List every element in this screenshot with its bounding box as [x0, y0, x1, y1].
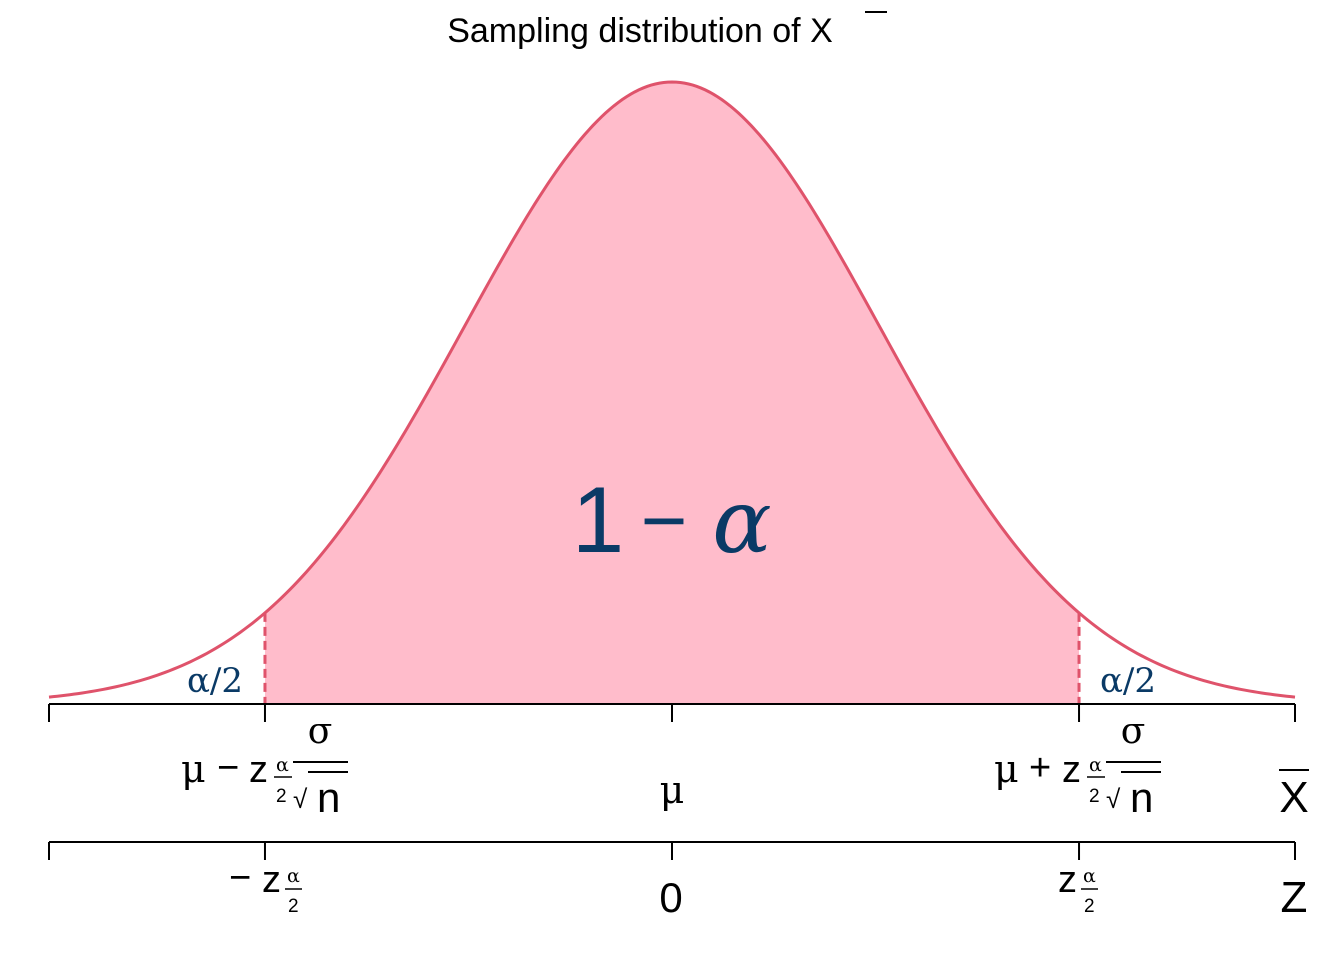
upper-sqrt: √: [1106, 784, 1121, 814]
upper-z-sub-two: 2: [1089, 786, 1100, 807]
z-lower-sub-two: 2: [288, 896, 299, 917]
center-label-one: 1: [572, 467, 624, 572]
z-axis-ticks: [48, 842, 1296, 860]
upper-z: z: [1062, 749, 1081, 791]
z-axis-name: Z: [1281, 873, 1308, 922]
z-upper-sub-alpha: α: [1083, 865, 1096, 887]
upper-z-sub-alpha: α: [1089, 754, 1102, 776]
lower-minus: −: [217, 747, 239, 789]
z-lower-z: z: [262, 859, 281, 901]
xbar-tick-label-upper: μ + z α 2 σ √ n: [994, 711, 1161, 821]
z-upper-sub-two: 2: [1084, 896, 1095, 917]
z-lower-minus: −: [229, 857, 251, 899]
upper-plus: +: [1029, 747, 1051, 789]
center-label-alpha: α: [712, 470, 771, 573]
z-upper-z: z: [1058, 859, 1077, 901]
xbar-axis-ticks: [48, 704, 1296, 722]
xbar-tick-label-mu: μ: [660, 768, 685, 812]
lower-sigma: σ: [308, 711, 333, 752]
lower-sqrt: √: [293, 784, 308, 814]
left-tail-label: α/2: [187, 661, 243, 701]
lower-z-sub-alpha: α: [276, 754, 289, 776]
title-prefix: Sampling distribution of: [447, 12, 810, 50]
density-curve: [48, 80, 1296, 699]
upper-mu: μ: [994, 747, 1019, 791]
center-region-fill: [264, 82, 1080, 704]
title-symbol: X: [810, 12, 833, 50]
svg-text:Sampling distribution of X: Sampling distribution of X: [447, 12, 833, 50]
chart-title: Sampling distribution of X: [447, 11, 887, 50]
right-tail-label: α/2: [1100, 661, 1156, 701]
lower-z: z: [249, 749, 268, 791]
upper-n: n: [1130, 774, 1153, 821]
lower-mu: μ: [181, 747, 206, 791]
center-label-minus: −: [641, 476, 688, 565]
xbar-tick-label-lower: μ − z α 2 σ √ n: [181, 711, 348, 821]
lower-n: n: [317, 774, 340, 821]
z-tick-label-zero: 0: [659, 874, 682, 921]
z-tick-label-upper: z α 2: [1058, 859, 1098, 917]
xbar-axis-name: X: [1279, 773, 1308, 822]
z-lower-sub-alpha: α: [287, 865, 300, 887]
lower-z-sub-two: 2: [276, 786, 287, 807]
center-area-label: 1 − α: [572, 467, 772, 573]
upper-sigma: σ: [1121, 711, 1146, 752]
z-tick-label-lower: − z α 2: [229, 857, 302, 917]
